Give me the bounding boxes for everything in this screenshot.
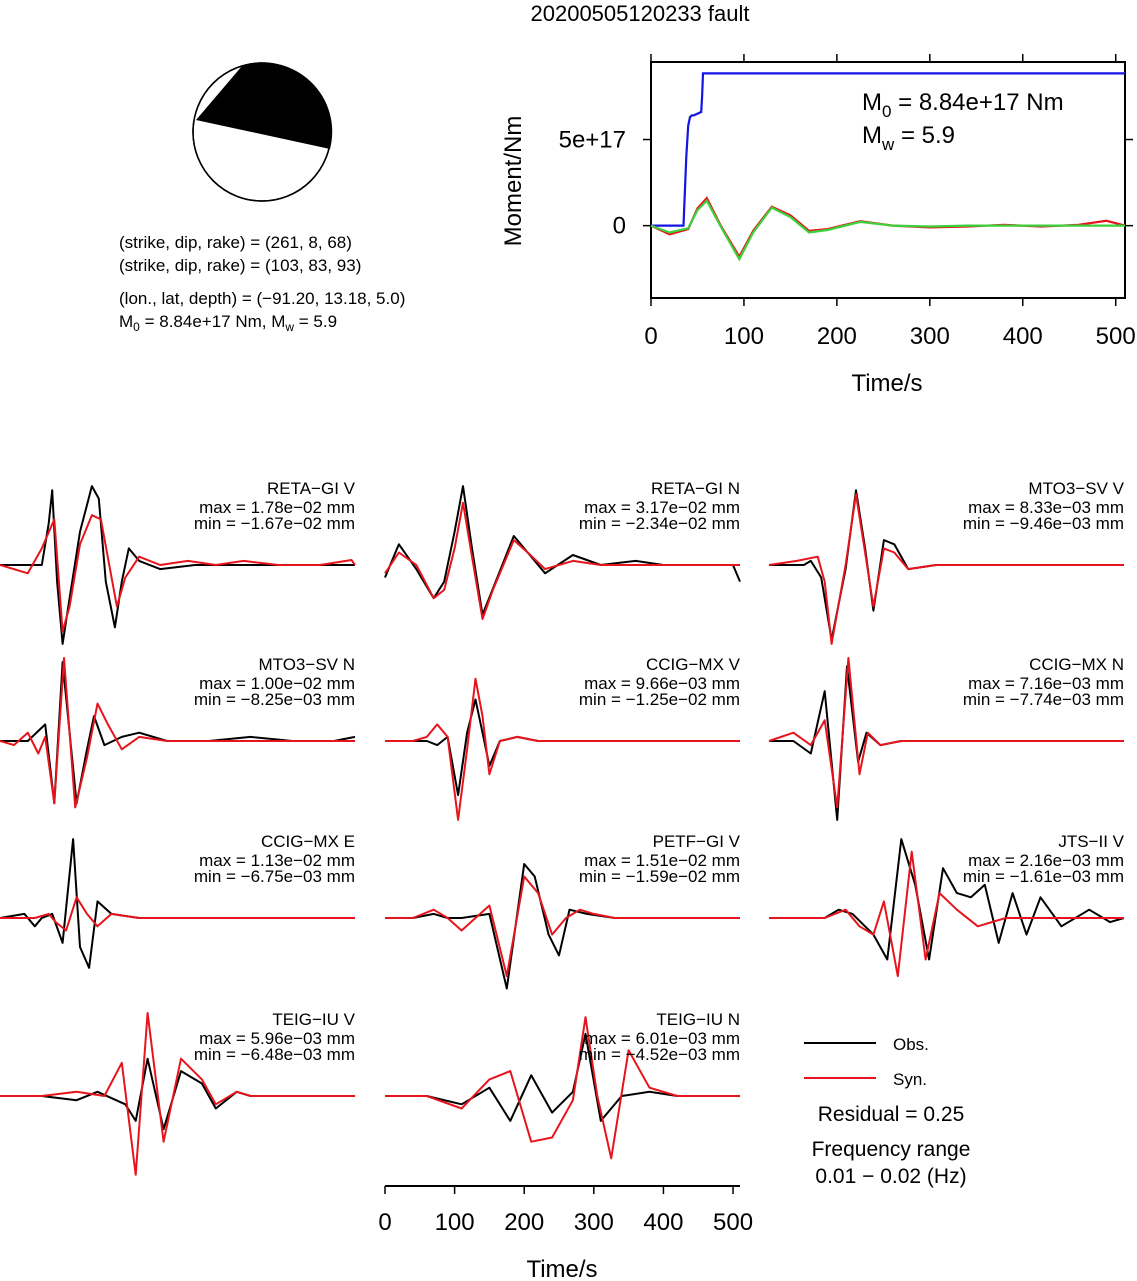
figure-title: 20200505120233 fault xyxy=(531,1,750,26)
min-amplitude: min = −1.61e−03 mm xyxy=(963,867,1124,886)
legend-syn-label: Syn. xyxy=(893,1070,927,1089)
station-label: MTO3−SV N xyxy=(258,655,355,674)
frequency-value: 0.01 − 0.02 (Hz) xyxy=(815,1165,966,1188)
max-amplitude: max = 3.17e−02 mm xyxy=(584,498,740,517)
syn-trace xyxy=(0,514,356,633)
min-amplitude: min = −1.25e−02 mm xyxy=(579,690,740,709)
moment-ytick-label: 0 xyxy=(613,213,626,240)
frequency-label: Frequency range xyxy=(812,1138,971,1161)
moment-xtick-label: 300 xyxy=(910,323,950,350)
max-amplitude: max = 5.96e−03 mm xyxy=(199,1029,355,1048)
syn-trace xyxy=(0,896,355,932)
syn-trace xyxy=(385,677,740,821)
syn-trace xyxy=(0,1012,355,1176)
min-amplitude: min = −1.67e−02 mm xyxy=(194,514,355,533)
station-label: PETF−GI V xyxy=(653,832,741,851)
waveform-xtick-label: 100 xyxy=(435,1209,475,1236)
moment-mw-annotation: Mw = 5.9 xyxy=(862,122,955,154)
mechanism-line-3: (lon., lat, depth) = (−91.20, 13.18, 5.0… xyxy=(119,289,405,308)
station-label: TEIG−IU V xyxy=(272,1010,355,1029)
waveform-xlabel: Time/s xyxy=(526,1256,597,1281)
min-amplitude: min = −9.46e−03 mm xyxy=(963,514,1124,533)
moment-xtick-label: 500 xyxy=(1096,323,1136,350)
max-amplitude: max = 9.66e−03 mm xyxy=(584,674,740,693)
legend: Obs. Syn. Residual = 0.25 Frequency rang… xyxy=(804,1035,970,1188)
min-amplitude: min = −7.74e−03 mm xyxy=(963,690,1124,709)
station-label: CCIG−MX V xyxy=(646,655,741,674)
legend-obs-label: Obs. xyxy=(893,1035,929,1054)
max-amplitude: max = 7.16e−03 mm xyxy=(968,674,1124,693)
mechanism-line-4: M0 = 8.84e+17 Nm, Mw = 5.9 xyxy=(119,312,337,334)
max-amplitude: max = 6.01e−03 mm xyxy=(584,1029,740,1048)
beachball-compression-quadrant xyxy=(196,62,333,150)
station-label: RETA−GI N xyxy=(651,479,740,498)
obs-trace xyxy=(385,698,740,796)
max-amplitude: max = 1.13e−02 mm xyxy=(199,851,355,870)
residual-text: Residual = 0.25 xyxy=(818,1103,965,1126)
min-amplitude: min = −6.48e−03 mm xyxy=(194,1045,355,1064)
station-label: MTO3−SV V xyxy=(1028,479,1124,498)
min-amplitude: min = −1.59e−02 mm xyxy=(579,867,740,886)
station-label: JTS−II V xyxy=(1058,832,1124,851)
moment-ylabel: Moment/Nm xyxy=(500,116,527,247)
max-amplitude: max = 1.78e−02 mm xyxy=(199,498,355,517)
max-amplitude: max = 2.16e−03 mm xyxy=(968,851,1124,870)
max-amplitude: max = 1.51e−02 mm xyxy=(584,851,740,870)
syn-trace xyxy=(0,657,355,809)
syn-trace xyxy=(384,501,740,620)
min-amplitude: min = −2.34e−02 mm xyxy=(579,514,740,533)
moment-ytick-label: 5e+17 xyxy=(559,127,626,154)
max-amplitude: max = 1.00e−02 mm xyxy=(199,674,355,693)
moment-xtick-label: 200 xyxy=(817,323,857,350)
obs-trace xyxy=(769,838,1125,961)
moment-frame xyxy=(650,61,1126,299)
station-label: CCIG−MX E xyxy=(261,832,355,851)
moment-xlabel: Time/s xyxy=(851,370,922,397)
mechanism-line-1: (strike, dip, rake) = (261, 8, 68) xyxy=(119,233,352,252)
station-label: TEIG−IU N xyxy=(656,1010,740,1029)
waveform-xtick-label: 0 xyxy=(378,1209,391,1236)
waveform-xtick-label: 300 xyxy=(574,1209,614,1236)
mechanism-info: (strike, dip, rake) = (261, 8, 68) (stri… xyxy=(119,233,405,334)
moment-xtick-label: 100 xyxy=(724,323,764,350)
syn-trace xyxy=(769,850,1124,978)
moment-xtick-label: 0 xyxy=(644,323,657,350)
moment-series xyxy=(650,72,1126,262)
syn-trace xyxy=(385,1016,740,1160)
min-amplitude: min = −6.75e−03 mm xyxy=(194,867,355,886)
min-amplitude: min = −4.52e−03 mm xyxy=(579,1045,740,1064)
waveform-xtick-label: 400 xyxy=(643,1209,683,1236)
moment-xtick-label: 400 xyxy=(1003,323,1043,350)
moment-series-blue xyxy=(651,72,1125,227)
station-label: CCIG−MX N xyxy=(1029,655,1124,674)
max-amplitude: max = 8.33e−03 mm xyxy=(968,498,1124,517)
station-label: RETA−GI V xyxy=(267,479,356,498)
moment-series-green xyxy=(650,198,1125,262)
waveform-xtick-label: 500 xyxy=(713,1209,753,1236)
syn-trace xyxy=(385,875,740,978)
mechanism-line-2: (strike, dip, rake) = (103, 83, 93) xyxy=(119,256,361,275)
syn-trace xyxy=(768,493,1124,645)
beachball xyxy=(192,62,333,202)
min-amplitude: min = −8.25e−03 mm xyxy=(194,690,355,709)
moment-m0-annotation: M0 = 8.84e+17 Nm xyxy=(862,89,1064,121)
syn-trace xyxy=(768,657,1124,809)
waveform-xtick-label: 200 xyxy=(504,1209,544,1236)
moment-axes: 0 100 200 300 400 500 0 5e+17 xyxy=(559,54,1136,350)
waveform-time-axis: Time/s 0 100 200 300 400 500 xyxy=(378,1185,753,1281)
